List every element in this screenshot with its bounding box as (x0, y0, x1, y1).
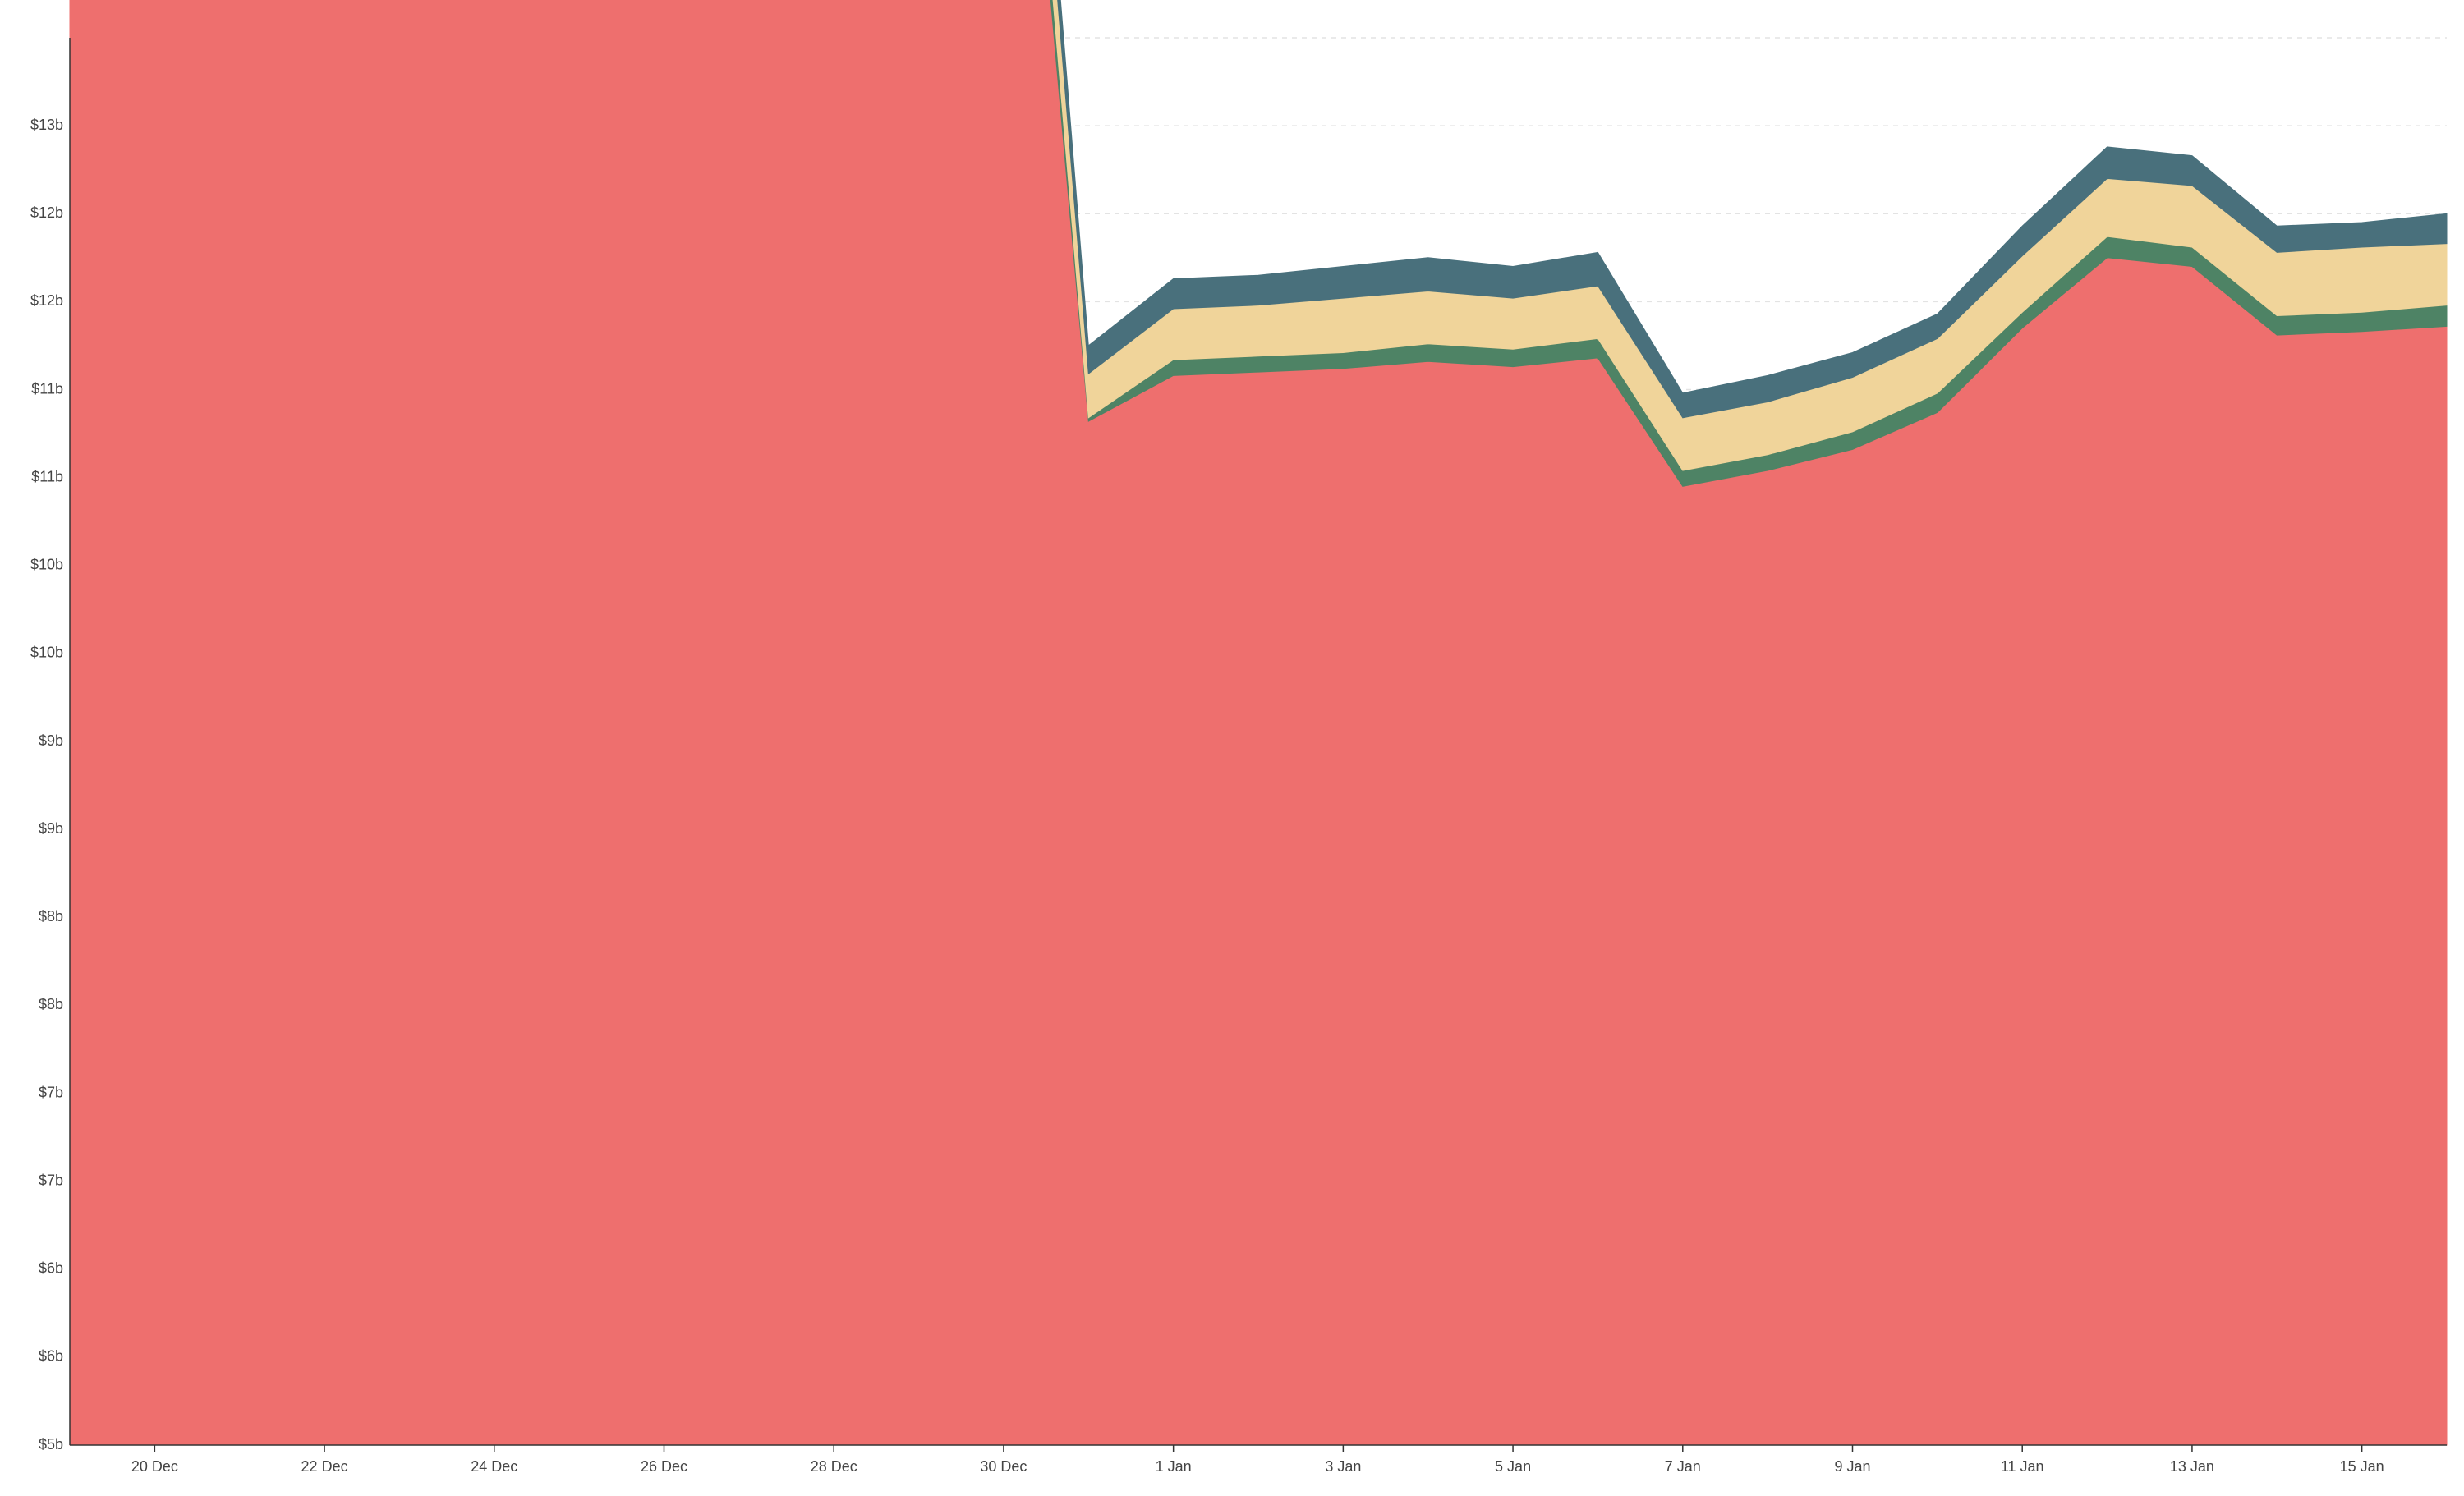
x-tick-label: 7 Jan (1665, 1458, 1701, 1475)
x-tick-label: 20 Dec (131, 1458, 178, 1475)
x-tick-label: 28 Dec (811, 1458, 857, 1475)
x-tick-label: 30 Dec (980, 1458, 1027, 1475)
x-tick-label: 24 Dec (471, 1458, 517, 1475)
x-tick-label: 15 Jan (2340, 1458, 2384, 1475)
y-tick-label: $7b (39, 1172, 63, 1188)
area (1057, 0, 2448, 419)
x-tick-label: 11 Jan (2001, 1458, 2044, 1475)
y-tick-label: $12b (30, 292, 63, 309)
y-tick-label: $12b (30, 204, 63, 221)
x-tick-label: 5 Jan (1495, 1458, 1531, 1475)
y-tick-label: $8b (39, 996, 63, 1012)
area (1050, 0, 2448, 487)
x-tick-label: 26 Dec (641, 1458, 687, 1475)
y-tick-label: $6b (39, 1260, 63, 1277)
y-tick-label: $9b (39, 732, 63, 749)
y-tick-label: $10b (30, 557, 63, 573)
y-tick-label: $7b (39, 1084, 63, 1100)
y-tick-label: $6b (39, 1348, 63, 1365)
x-tick-label: 1 Jan (1156, 1458, 1192, 1475)
y-tick-label: $9b (39, 820, 63, 837)
areas (69, 0, 2448, 1446)
x-tick-label: 9 Jan (1834, 1458, 1870, 1475)
y-tick-label: $5b (39, 1436, 63, 1452)
axes: $5b $6b $6b $7b $7b $8b $8b $9b $9b $10b $10b $11b $… (30, 38, 2447, 1475)
x-tick-label: 22 Dec (301, 1458, 348, 1475)
y-tick-label: $13b (30, 117, 63, 133)
y-tick-label: $11b (31, 380, 63, 397)
x-tick-label: 13 Jan (2170, 1458, 2214, 1475)
area (1052, 0, 2448, 471)
y-tick-label: $10b (30, 645, 63, 661)
y-tick-label: $8b (39, 908, 63, 925)
x-tick-label: 3 Jan (1325, 1458, 1361, 1475)
y-tick-label: $11b (31, 468, 63, 484)
